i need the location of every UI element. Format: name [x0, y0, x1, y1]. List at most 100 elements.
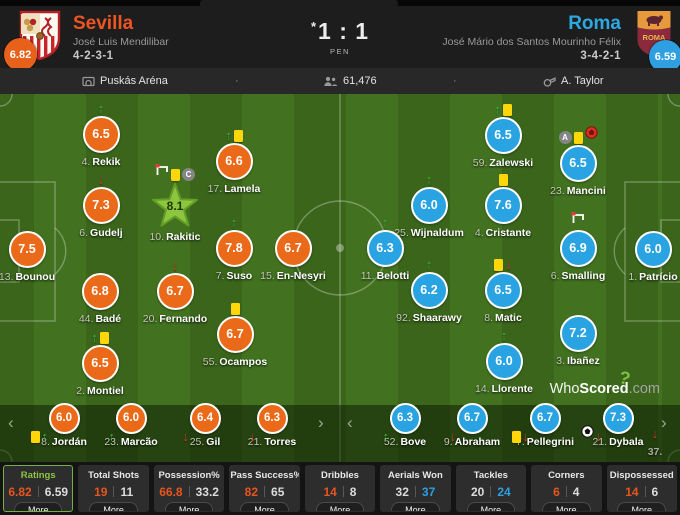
player-label: 21. Torres [227, 436, 317, 448]
player-subbed-off-arrow-icon: ↓ [449, 429, 457, 444]
sub-player-dybala[interactable]: ↓ 7.3 21. Dybala [573, 403, 663, 448]
player-lamela[interactable]: ↑ 6.6 17. Lamela [179, 129, 289, 195]
player-status-icons [523, 300, 633, 314]
player-label: 92. Shaarawy [374, 312, 484, 324]
stat-values: 19 11 [79, 485, 147, 499]
player-shirt-number: 21. [247, 436, 263, 448]
more-button[interactable]: More [315, 502, 365, 511]
home-team-name[interactable]: Sevilla [73, 13, 134, 34]
player-rating: 8.1 [166, 199, 184, 213]
stat-divider [37, 486, 39, 497]
more-button[interactable]: More [617, 502, 666, 511]
away-stat-value: 6 [651, 485, 659, 499]
home-stat-value: 6.82 [8, 485, 32, 499]
more-button[interactable]: More [466, 502, 516, 511]
home-subs-prev-chevron-icon[interactable]: ‹ [8, 413, 14, 432]
yellow-card-icon [573, 131, 583, 144]
yellow-card-icon [171, 169, 180, 181]
stat-card-ratings[interactable]: Ratings 6.82 6.59 More [3, 465, 74, 512]
player-label: 1. Patrício [598, 271, 680, 283]
player-subbed-off-arrow-icon: ↓ [171, 257, 179, 273]
player-montiel[interactable]: ↑ 6.5 2. Montiel [45, 331, 155, 397]
venue-info: Puskás Aréna [82, 68, 168, 94]
sub-player-abraham[interactable]: ↓ 6.7 9. Abraham [427, 403, 517, 448]
player-shaarawy[interactable]: ↑ 6.2 92. Shaarawy [374, 258, 484, 324]
player-name: En-Nesyri [276, 269, 326, 282]
home-stat-value: 14 [323, 485, 337, 499]
stat-card-totalshots[interactable]: Total Shots 19 11 More [78, 465, 149, 512]
stat-divider [342, 486, 344, 497]
player-mancini[interactable]: A 6.5 23. Mancini [523, 125, 633, 197]
player-fernando[interactable]: ↓ 6.7 20. Fernando [120, 259, 230, 325]
stat-card-aerialswon[interactable]: Aerials Won 32 37 More [380, 465, 451, 512]
more-button[interactable]: More [391, 502, 440, 511]
player-shirt-number: 15. [260, 269, 275, 282]
player-name: Matic [494, 311, 522, 324]
player-patrcio[interactable]: 6.0 1. Patrício [598, 230, 680, 283]
player-name: Cristante [485, 226, 532, 239]
sub-player-gil[interactable]: ↓ 6.4 25. Gil [160, 403, 250, 448]
more-button[interactable]: More [164, 502, 214, 511]
stat-card-dribbles[interactable]: Dribbles 14 8 More [304, 465, 376, 512]
away-team-rating-badge: 6.59 [649, 40, 680, 73]
player-cristante[interactable]: 7.6 4. Cristante [448, 173, 558, 239]
player-subbed-on-arrow-icon: ↑ [500, 327, 508, 343]
player-name: Torres [264, 436, 297, 448]
player-shirt-number: 3. [556, 354, 566, 367]
player-zalewski[interactable]: ↑ 6.5 59. Zalewski [448, 103, 558, 169]
player-ibaez[interactable]: 7.2 3. Ibañez [523, 314, 633, 367]
more-button[interactable]: More [542, 502, 591, 511]
away-stat-value: 65 [271, 485, 285, 499]
away-stat-value: 33.2 [195, 485, 219, 499]
away-team-name[interactable]: Roma [568, 13, 621, 34]
player-belotti[interactable]: ↑ 6.3 11. Belotti [330, 216, 440, 282]
stat-label: Corners [548, 470, 585, 481]
substitutes-bar: ‹ › ‹ › ↑ 6.0 8. Jordán ↑ 6.0 23. Marcão ↓ 6.4 25.… [0, 403, 680, 462]
sub-player-torres[interactable]: ↓ 6.3 21. Torres [227, 403, 317, 448]
player-rakitic[interactable]: C 8.1 10. Rakitic [120, 164, 230, 243]
stat-divider [264, 486, 266, 497]
player-rating-circle: 6.7 [156, 272, 194, 310]
player-suso[interactable]: ↑ 7.8 7. Suso [179, 216, 289, 282]
sub-player-marco[interactable]: ↑ 6.0 23. Marcão [86, 403, 176, 448]
more-button[interactable]: More [89, 502, 138, 511]
player-smalling[interactable]: 6.9 6. Smalling [523, 211, 633, 282]
player-rating-circle: 7.5 [8, 230, 46, 268]
more-button[interactable]: More [240, 502, 289, 511]
stat-label: Pass Success% [230, 470, 300, 481]
player-bounou[interactable]: 7.5 13. Bounou [0, 230, 82, 283]
stat-card-dispossessed[interactable]: Dispossessed 14 6 More [606, 465, 677, 512]
stat-card-corners[interactable]: Corners 6 4 More [531, 465, 602, 512]
stat-card-tackles[interactable]: Tackles 20 24 More [455, 465, 527, 512]
sub-player-jordn[interactable]: ↑ 6.0 8. Jordán [19, 403, 109, 448]
player-subbed-off-arrow-icon: ↓ [249, 429, 257, 444]
stat-values: 20 24 [457, 485, 525, 499]
player-rekik[interactable]: ↑ 6.5 4. Rekik [46, 102, 156, 168]
player-ocampos[interactable]: 6.7 55. Ocampos [180, 302, 290, 368]
player-rating-circle: 6.3 [366, 229, 404, 267]
player-gudelj[interactable]: ↓ 7.3 6. Gudelj [46, 173, 156, 239]
more-button[interactable]: More [13, 502, 63, 511]
player-name: Suso [226, 269, 253, 282]
away-subs-next-chevron-icon[interactable]: › [661, 413, 667, 432]
player-subbed-off-arrow-icon: ↓ [595, 429, 603, 444]
stat-card-possession[interactable]: Possession% 66.8 33.2 More [153, 465, 225, 512]
sub-player-bove[interactable]: ↑ 6.3 52. Bove [360, 403, 450, 448]
player-ennesyri[interactable]: 6.7 15. En-Nesyri [238, 229, 348, 282]
player-matic[interactable]: ↓ 6.5 8. Matic [448, 258, 558, 324]
player-llorente[interactable]: ↑ 6.0 14. Llorente [449, 329, 559, 395]
sub-player-overflow[interactable]: ↓ 37. [640, 425, 670, 458]
stat-card-passsuccess[interactable]: Pass Success% 82 65 More [229, 465, 300, 512]
sub-player-pellegrini[interactable]: ↓6.77.Pellegrini [500, 403, 590, 448]
player-rating-circle: 6.7 [216, 315, 254, 353]
player-name: Patrício [639, 270, 678, 283]
home-subs-next-chevron-icon[interactable]: › [318, 413, 324, 432]
player-bad[interactable]: 6.8 44. Badé [45, 272, 155, 325]
away-team-text: Roma José Mário dos Santos Mourinho Féli… [442, 8, 621, 63]
player-subbed-on-arrow-icon: ↑ [41, 429, 49, 444]
woodwork-icon [571, 211, 585, 229]
player-label: 3. Ibañez [523, 355, 633, 367]
player-rating-circle: 7.8 [215, 229, 253, 267]
player-name: Marcão [120, 436, 158, 448]
away-subs-prev-chevron-icon[interactable]: ‹ [347, 413, 353, 432]
